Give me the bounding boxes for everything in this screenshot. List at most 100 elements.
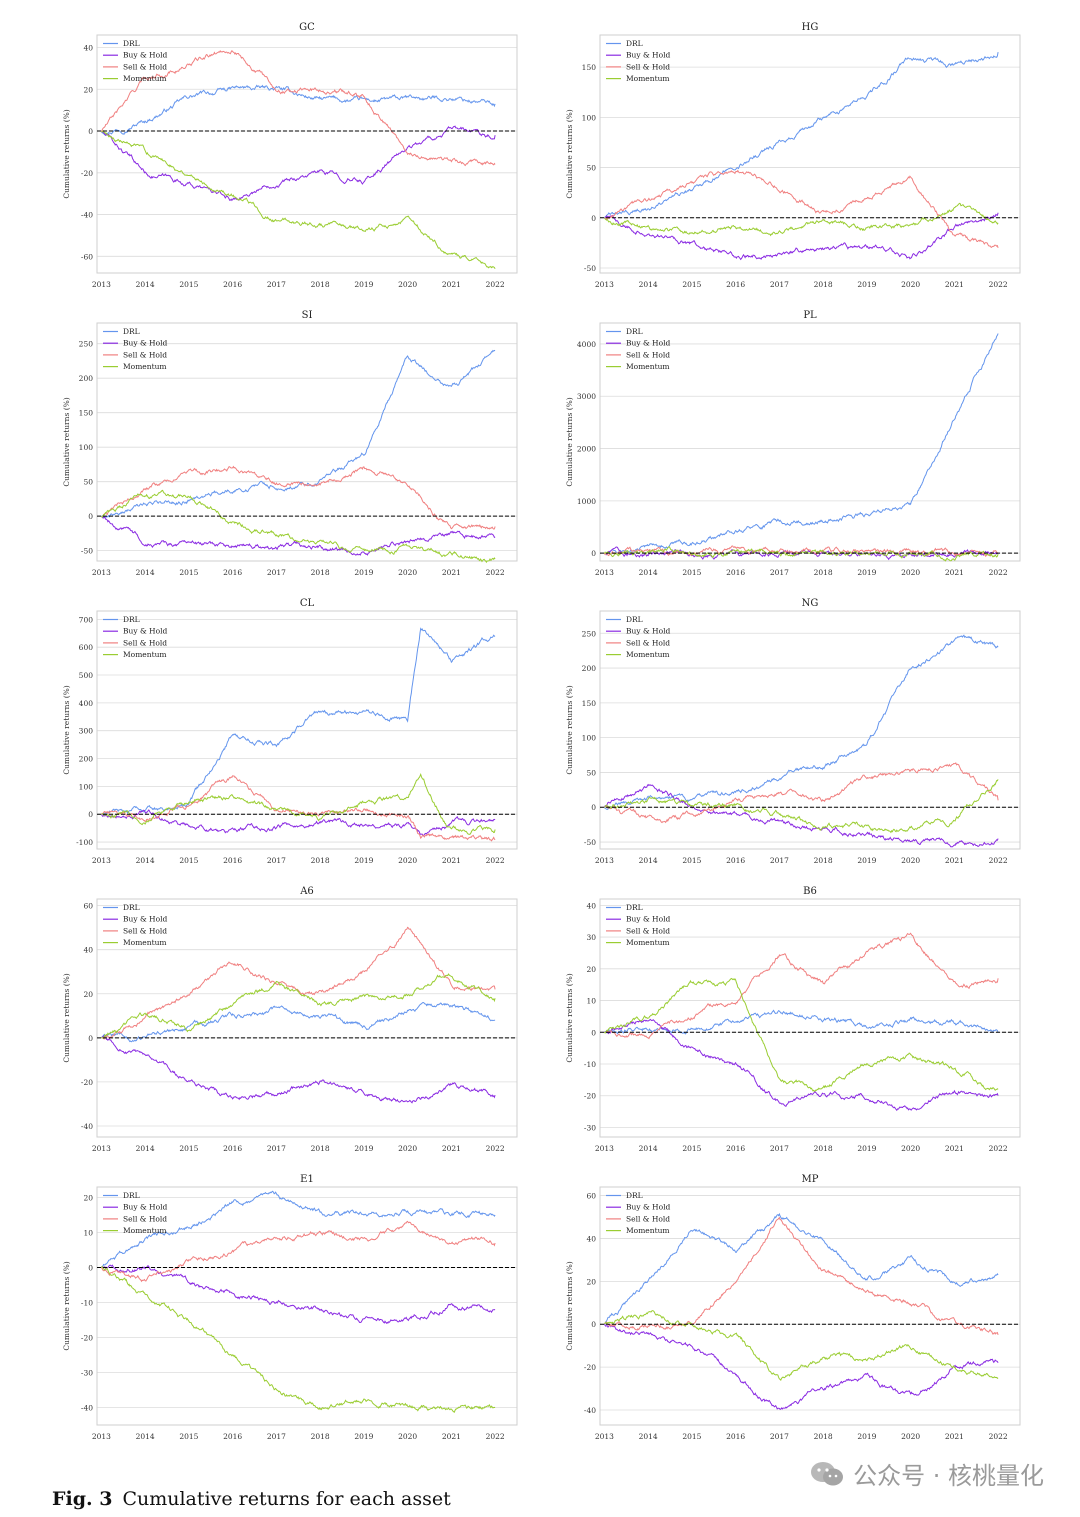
chart-title: GC	[299, 22, 315, 33]
x-tick-label: 2013	[595, 1432, 614, 1441]
series-line-momentum	[604, 977, 999, 1093]
y-tick-label: 50	[83, 478, 93, 487]
plot-frame	[599, 610, 1021, 850]
y-tick-label: 100	[582, 113, 597, 122]
legend-label-drl: DRL	[123, 615, 140, 624]
x-tick-label: 2015	[179, 1144, 198, 1153]
x-tick-label: 2020	[901, 280, 920, 289]
x-tick-label: 2015	[179, 856, 198, 865]
y-tick-label: 60	[586, 1192, 596, 1201]
y-tick-label: 0	[591, 803, 596, 812]
x-tick-label: 2015	[682, 280, 701, 289]
series-line-momentum	[101, 973, 496, 1039]
x-tick-label: 2016	[223, 280, 242, 289]
series-line-buy-hold	[101, 516, 496, 556]
legend-label-sell-hold: Sell & Hold	[626, 1214, 670, 1223]
watermark: 公众号 · 核桃量化	[809, 1456, 1044, 1491]
y-tick-label: 0	[88, 1264, 93, 1273]
y-tick-label: 40	[83, 946, 93, 955]
x-tick-label: 2014	[639, 280, 658, 289]
watermark-text: 公众号 · 核桃量化	[853, 1462, 1044, 1490]
y-axis-label: Cumulative returns (%)	[565, 973, 574, 1062]
x-tick-label: 2019	[857, 1144, 876, 1153]
series-line-sell-hold	[100, 49, 496, 167]
x-tick-label: 2016	[726, 1144, 745, 1153]
legend-label-sell-hold: Sell & Hold	[626, 638, 670, 647]
plot-frame	[96, 322, 518, 562]
x-tick-label: 2015	[179, 568, 198, 577]
y-tick-label: -30	[584, 1123, 596, 1132]
x-tick-label: 2022	[989, 1432, 1008, 1441]
y-tick-label: 500	[79, 671, 94, 680]
x-tick-label: 2021	[945, 568, 964, 577]
legend-label-sell-hold: Sell & Hold	[626, 926, 670, 935]
x-tick-label: 2020	[398, 856, 417, 865]
y-tick-label: 250	[582, 629, 597, 638]
x-tick-label: 2021	[442, 568, 461, 577]
legend-label-drl: DRL	[123, 327, 140, 336]
legend-label-drl: DRL	[626, 327, 643, 336]
plot-frame	[96, 1186, 518, 1426]
x-tick-label: 2018	[311, 280, 330, 289]
x-tick-label: 2021	[442, 1144, 461, 1153]
y-tick-label: 20	[586, 1277, 596, 1286]
legend-label-drl: DRL	[123, 1191, 140, 1200]
legend-label-drl: DRL	[626, 615, 643, 624]
legend-label-drl: DRL	[626, 39, 643, 48]
x-tick-label: 2022	[989, 1144, 1008, 1153]
y-tick-label: 2000	[577, 445, 596, 454]
x-tick-label: 2018	[814, 1144, 833, 1153]
y-tick-label: -20	[81, 1334, 93, 1343]
legend-label-buy-hold: Buy & Hold	[123, 915, 167, 924]
chart-title: NG	[802, 598, 819, 609]
y-tick-label: -50	[81, 547, 93, 556]
y-tick-label: -20	[584, 1092, 596, 1101]
chart-pl: PL 0 1000 2000 3000 4000 2013 2014 2015 2016 2017 2…	[565, 310, 1021, 577]
y-tick-label: -30	[81, 1369, 93, 1378]
x-tick-label: 2017	[267, 856, 286, 865]
y-axis-label: Cumulative returns (%)	[565, 109, 574, 198]
legend-label-drl: DRL	[626, 903, 643, 912]
x-tick-label: 2013	[595, 856, 614, 865]
x-tick-label: 2019	[354, 280, 373, 289]
series-line-drl	[100, 84, 496, 136]
legend-label-buy-hold: Buy & Hold	[626, 339, 670, 348]
series-line-sell-hold	[604, 762, 999, 824]
x-tick-label: 2022	[486, 568, 505, 577]
y-tick-label: -40	[81, 211, 93, 220]
x-tick-label: 2013	[92, 280, 111, 289]
y-axis-label: Cumulative returns (%)	[62, 109, 71, 198]
chart-title: A6	[299, 886, 314, 897]
x-tick-label: 2020	[901, 856, 920, 865]
legend-label-buy-hold: Buy & Hold	[123, 1203, 167, 1212]
wechat-icon	[811, 1461, 844, 1485]
x-tick-label: 2013	[92, 568, 111, 577]
plot-frame	[96, 610, 518, 850]
x-tick-label: 2020	[398, 280, 417, 289]
y-tick-label: 20	[586, 965, 596, 974]
y-tick-label: 4000	[577, 340, 596, 349]
x-tick-label: 2019	[354, 1432, 373, 1441]
y-tick-label: 600	[79, 643, 94, 652]
series-line-sell-hold	[604, 169, 999, 249]
legend-label-sell-hold: Sell & Hold	[123, 350, 167, 359]
series-line-sell-hold	[101, 465, 496, 530]
y-tick-label: 300	[79, 727, 94, 736]
y-tick-label: 20	[83, 85, 93, 94]
legend-label-buy-hold: Buy & Hold	[123, 339, 167, 348]
y-tick-label: 0	[591, 1028, 596, 1037]
chart-title: HG	[802, 22, 819, 33]
series-line-momentum	[101, 489, 496, 564]
legend-label-momentum: Momentum	[123, 362, 167, 371]
y-axis-label: Cumulative returns (%)	[62, 973, 71, 1062]
x-tick-label: 2022	[486, 1432, 505, 1441]
y-tick-label: -20	[584, 1363, 596, 1372]
y-tick-label: -10	[584, 1060, 596, 1069]
series-line-sell-hold	[100, 1220, 496, 1283]
y-tick-label: 10	[83, 1229, 93, 1238]
x-tick-label: 2021	[945, 1432, 964, 1441]
plot-frame	[96, 34, 518, 274]
x-tick-label: 2014	[136, 856, 155, 865]
y-tick-label: 150	[582, 699, 597, 708]
legend-label-momentum: Momentum	[123, 650, 167, 659]
